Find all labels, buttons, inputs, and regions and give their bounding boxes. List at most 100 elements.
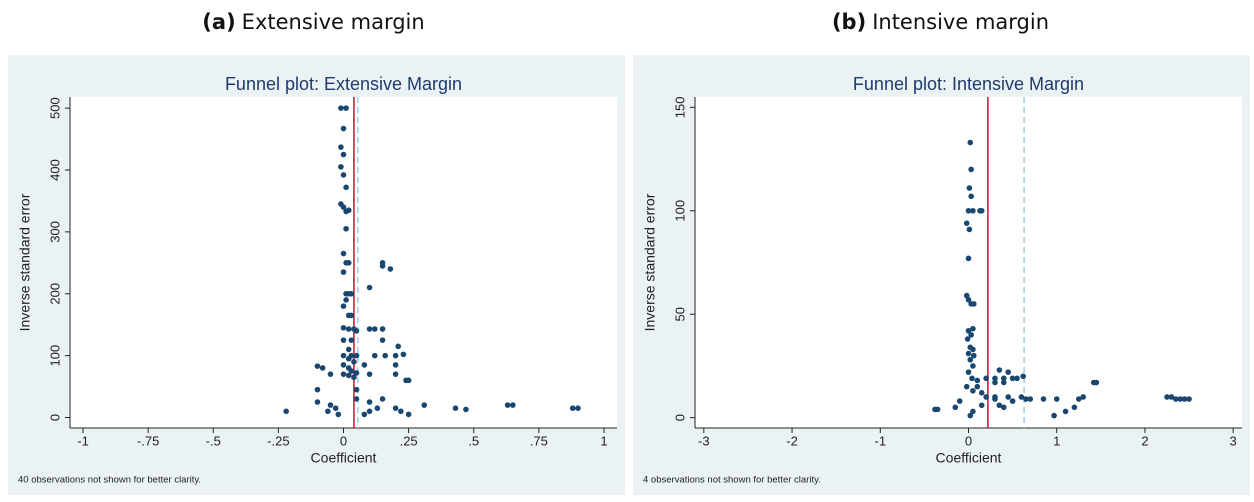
point [1071,404,1078,411]
panel: Funnel plot: Intensive Margin -3 -2 -1 0 1 2 3 0… [633,55,1250,495]
point [1020,373,1026,380]
point [968,332,974,338]
point [387,266,394,272]
point [978,207,985,214]
point [1053,396,1060,402]
point [1168,394,1175,400]
x-tick-label: .5 [468,433,479,448]
point [1009,398,1016,404]
point [970,301,977,307]
point [340,172,347,178]
caption: (b) Intensive margin [627,10,1254,34]
point [970,352,977,359]
point [345,326,352,332]
point [353,352,360,359]
caption-text: Intensive margin [872,10,1050,34]
point [992,396,998,402]
point [1177,396,1184,402]
point [340,250,347,257]
point [970,387,976,394]
point [956,398,963,404]
point [983,375,989,382]
point [1173,396,1179,402]
point [366,408,373,415]
point [996,367,1003,373]
point [340,125,347,132]
note: 4 observations not shown for better clar… [643,475,821,486]
point [353,328,360,334]
point [361,411,368,418]
point [348,368,355,374]
y-tick-label: 0 [47,414,62,421]
point [1000,375,1007,382]
point [353,386,360,393]
point [340,303,347,309]
x-tick-label: -2 [786,433,798,448]
point [361,362,368,368]
x-tick-label: 0 [965,433,972,448]
point [983,394,989,400]
x-tick-label: -.5 [206,433,221,448]
y-tick-label: 200 [47,283,62,305]
point [978,402,985,409]
point [340,204,347,210]
point [340,371,347,377]
point [314,363,321,369]
point [345,346,352,353]
point [345,372,352,379]
y-axis-label: Inverse standard error [642,193,658,331]
point [1023,396,1029,402]
point [1164,394,1170,400]
point [970,363,976,369]
point [967,139,974,146]
point [379,263,386,269]
point [351,374,357,381]
x-tick-label: -1 [874,433,886,448]
point [325,408,331,415]
point [968,193,974,200]
point [351,359,357,365]
point [366,371,373,377]
point [1051,412,1057,419]
caption-label: (b) [831,10,867,34]
caption-text: Extensive margin [241,10,425,34]
point [992,375,998,382]
x-tick-label: .25 [400,433,418,448]
point [1093,379,1100,386]
point [970,346,976,353]
point [1000,379,1007,386]
point [965,255,972,262]
point [405,377,412,384]
x-tick-label: -1 [77,433,89,448]
point [366,326,373,332]
point [452,405,459,412]
point [1009,375,1016,382]
point [1062,408,1069,415]
point [970,325,976,332]
point [405,411,412,418]
point [963,220,970,226]
point [504,402,511,408]
x-tick-label: -.75 [137,433,159,448]
y-tick-label: 100 [672,200,687,222]
point [283,408,289,415]
point [967,412,974,419]
point [970,207,976,214]
y-tick-label: 300 [47,221,62,243]
point [992,379,998,386]
point [340,362,347,368]
chart-title: Funnel plot: Intensive Margin [853,74,1084,94]
point [569,405,576,412]
point [996,402,1003,409]
point [965,327,972,334]
point [343,208,349,215]
point [345,260,352,266]
point [575,405,581,412]
point [343,297,349,303]
y-tick-label: 0 [672,414,687,421]
point [332,405,339,412]
point [1186,396,1192,402]
point [340,151,347,158]
caption-label: (a) [202,10,236,34]
